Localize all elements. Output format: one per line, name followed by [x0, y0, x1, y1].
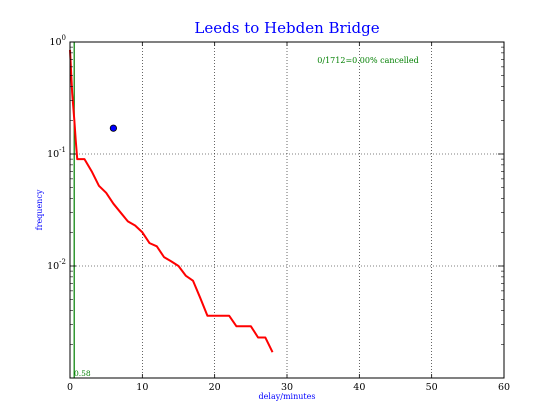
x-tick-labels: 0 10 20 30 40 50 60	[67, 382, 510, 393]
y-tick-labels: 100 10-1 10-2	[47, 34, 66, 272]
x-tick-label: 50	[426, 382, 438, 393]
marker-point	[109, 124, 118, 132]
x-tick-label: 30	[281, 382, 293, 393]
plot-area	[69, 41, 505, 379]
marker-point-group	[109, 124, 118, 132]
cancelled-annotation: 0/1712=0.00% cancelled	[317, 56, 418, 65]
x-axis-label: delay/minutes	[259, 392, 316, 401]
x-tick-label: 40	[353, 382, 365, 393]
chart-title: Leeds to Hebden Bridge	[194, 19, 379, 37]
y-tick-label: 10-1	[47, 146, 66, 160]
series-group	[69, 49, 274, 353]
grid	[70, 42, 504, 378]
x-tick-label: 20	[209, 382, 221, 393]
x-tick-label: 60	[498, 382, 510, 393]
y-tick-label: 10-2	[47, 258, 66, 272]
series-line	[69, 49, 274, 353]
y-tick-label: 100	[49, 34, 66, 48]
vertical-marker-label: 0.58	[74, 369, 91, 378]
ticks	[69, 41, 505, 378]
x-tick-label: 0	[67, 382, 73, 393]
x-tick-label: 10	[136, 382, 148, 393]
y-axis-label: frequency	[35, 189, 44, 230]
